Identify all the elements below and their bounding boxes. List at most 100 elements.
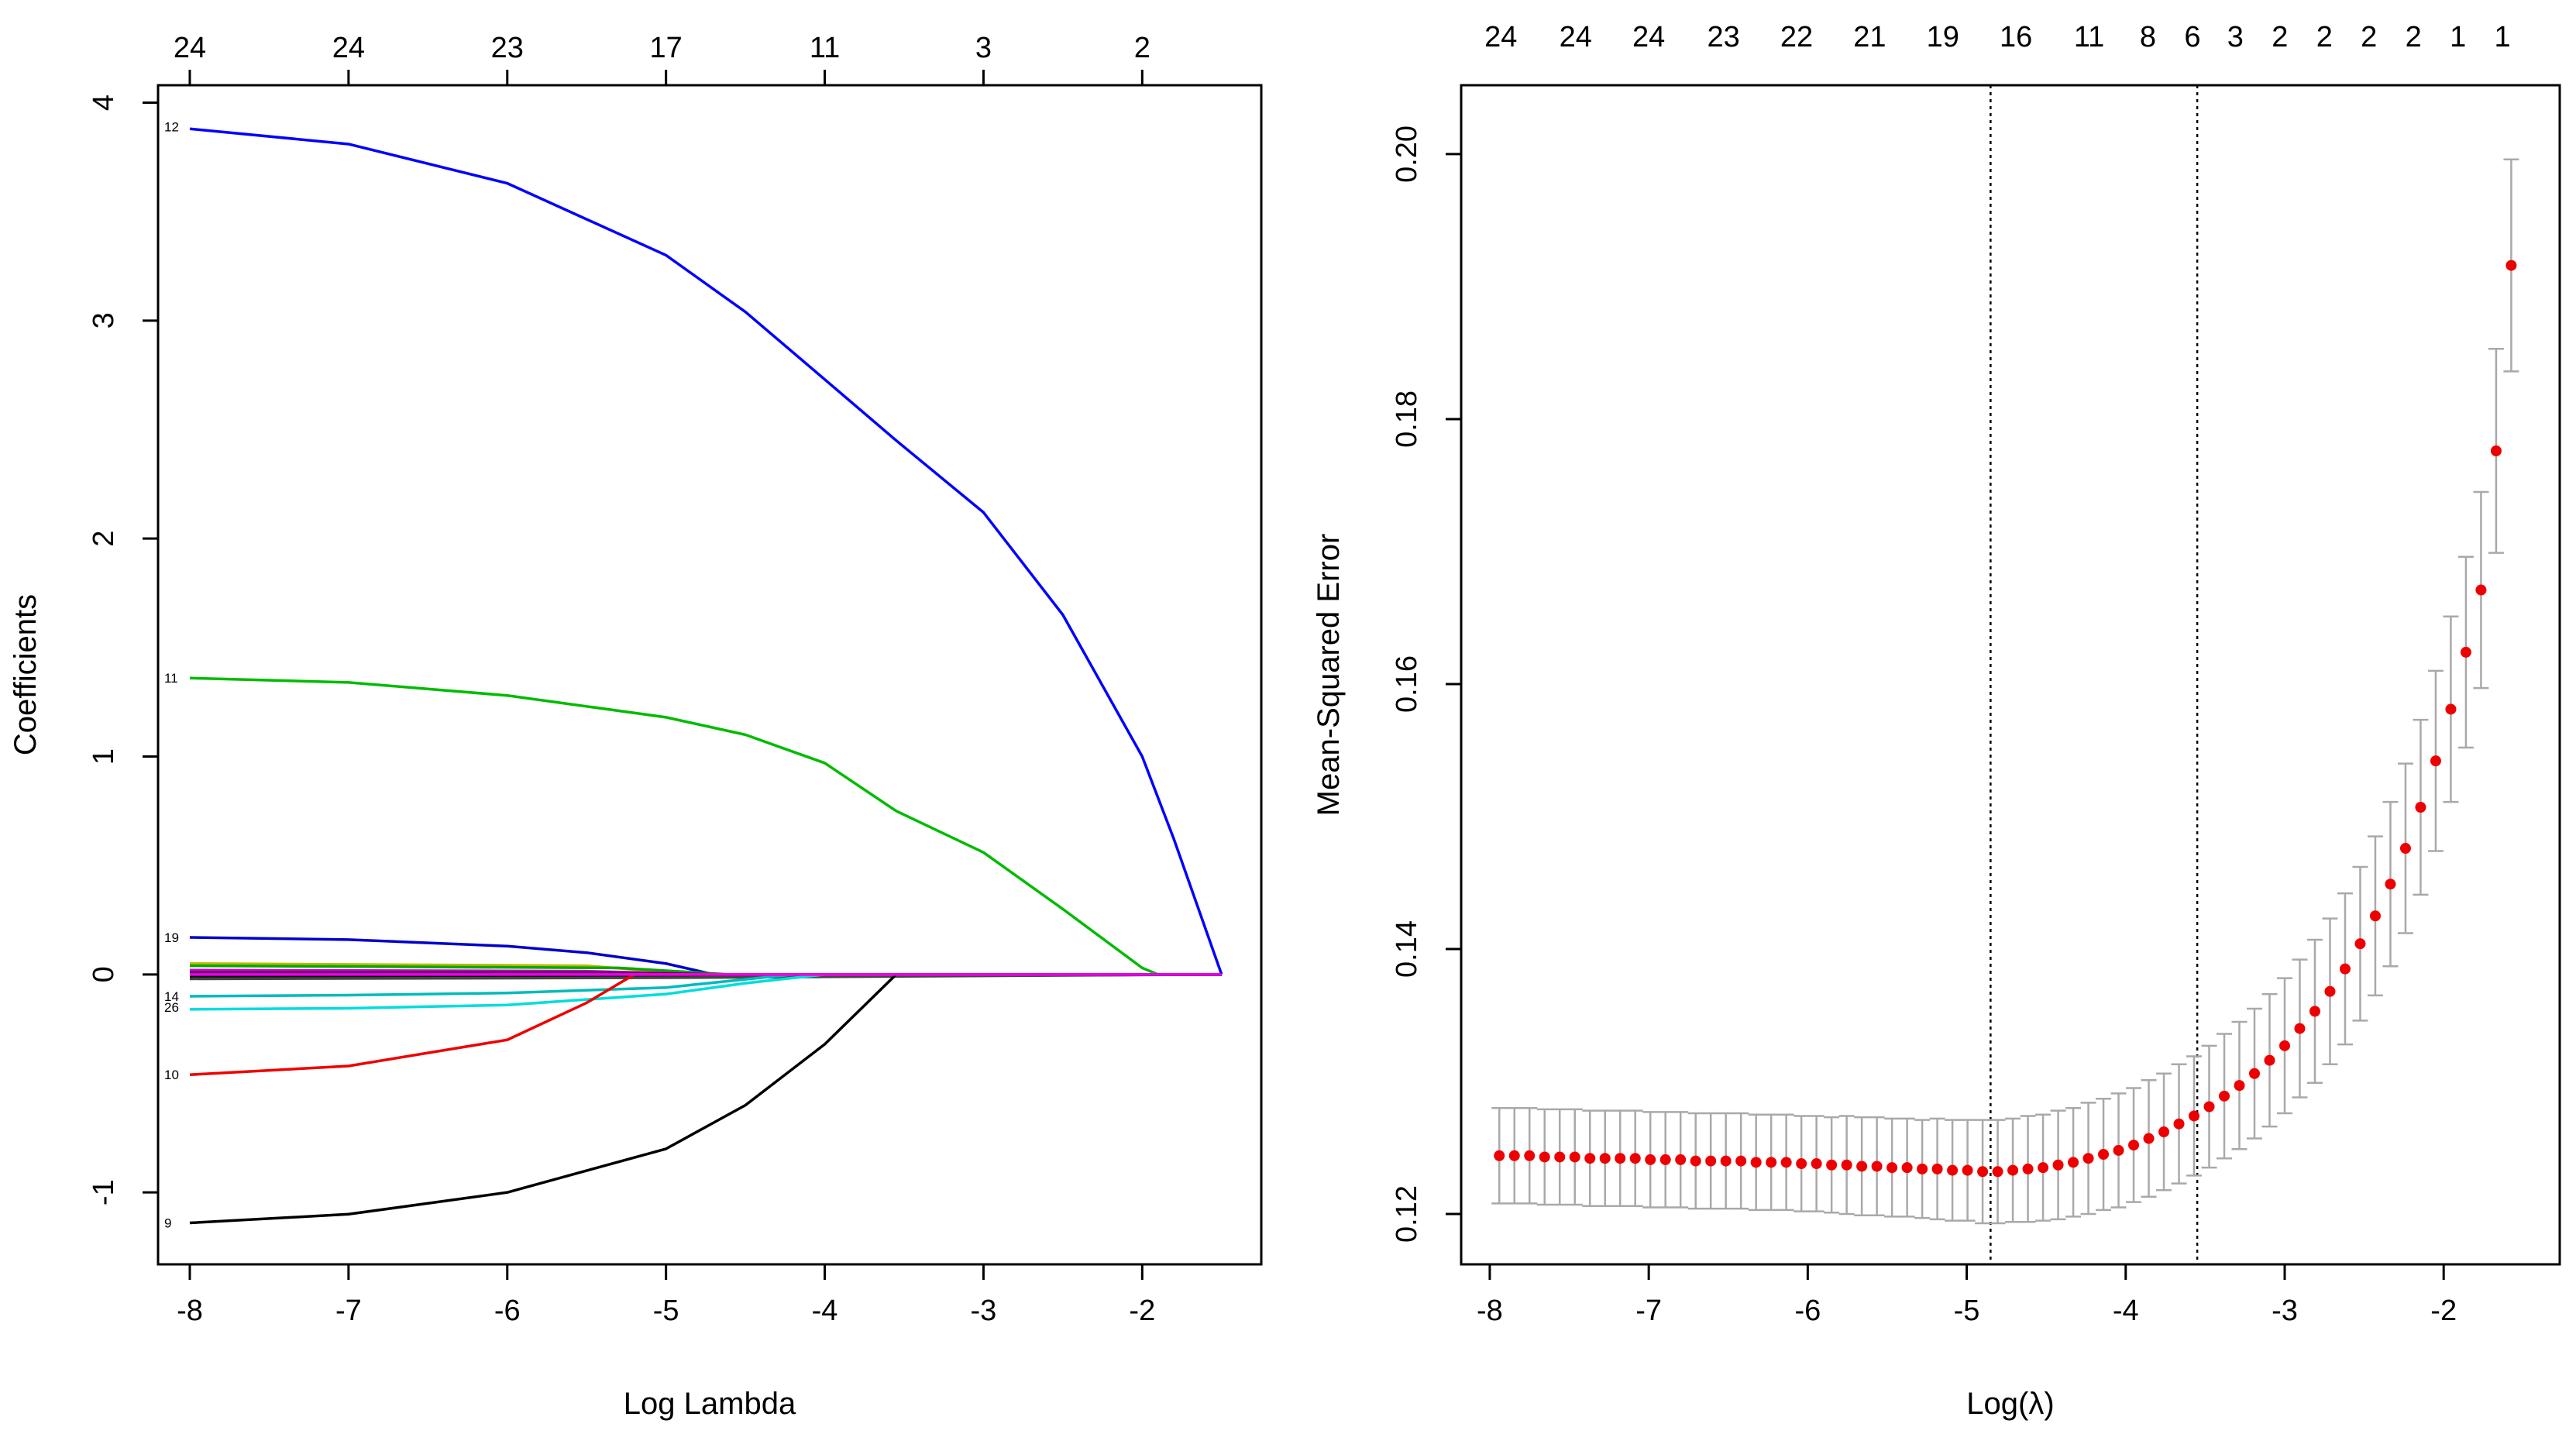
- cv-point-group: [2246, 1007, 2262, 1140]
- cv-point-group: [1778, 1113, 1794, 1212]
- cv-point-group: [2171, 1063, 2187, 1185]
- coef-path-label: 9: [164, 1216, 171, 1231]
- cv-point-group: [1869, 1116, 1885, 1216]
- cv-top-label: 8: [2140, 21, 2156, 53]
- cv-y-tick-label: 0.18: [1391, 390, 1423, 448]
- cv-x-tick-label: -2: [2430, 1295, 2457, 1327]
- cv-point-group: [1627, 1109, 1643, 1208]
- cv-mse-point: [2007, 1164, 2019, 1176]
- cv-mse-point: [1826, 1159, 1838, 1171]
- cv-mse-point: [2294, 1023, 2306, 1034]
- cv-mse-point: [2264, 1054, 2275, 1066]
- cv-point-group: [1491, 1106, 1508, 1205]
- cv-x-tick-label: -4: [2113, 1295, 2139, 1327]
- cv-mse-point: [1811, 1158, 1822, 1170]
- cv-mse-point: [1750, 1157, 1762, 1168]
- cv-mse-point: [2324, 985, 2336, 997]
- cv-point-group: [1990, 1119, 2006, 1225]
- cv-point-group: [1703, 1112, 1719, 1210]
- coefficient-x-axis-title: Log Lambda: [624, 1387, 796, 1421]
- cv-mse-point: [2505, 260, 2517, 271]
- coef-x-tick-label: -6: [494, 1295, 521, 1327]
- cv-top-label: 24: [1484, 21, 1517, 53]
- coef-top-label: 11: [810, 32, 840, 64]
- cv-point-group: [2126, 1087, 2142, 1203]
- cv-point-group: [1884, 1117, 1900, 1218]
- cv-point-group: [2337, 892, 2353, 1046]
- cv-mse-point: [2369, 910, 2381, 922]
- coef-y-tick-label: 4: [88, 95, 120, 111]
- cv-point-group: [1733, 1112, 1749, 1210]
- cv-mse-point: [2189, 1110, 2200, 1122]
- cv-point-group: [2473, 490, 2489, 689]
- cv-mse-point: [2113, 1144, 2124, 1156]
- cv-y-tick-label: 0.20: [1391, 126, 1423, 183]
- cv-mse-point: [2098, 1149, 2110, 1161]
- cv-mse-point: [1494, 1150, 1505, 1161]
- cv-top-label: 3: [2227, 21, 2244, 53]
- cv-top-label: 2: [2361, 21, 2377, 53]
- cv-mse-point: [1720, 1155, 1732, 1167]
- coef-top-label: 3: [975, 32, 992, 64]
- cv-mse-point: [1524, 1150, 1536, 1161]
- cv-point-group: [2306, 938, 2323, 1084]
- cv-mse-point: [2475, 584, 2487, 596]
- cv-point-group: [1824, 1116, 1840, 1214]
- coef-path-label: 19: [164, 930, 179, 945]
- cv-top-label: 11: [2074, 21, 2104, 53]
- cv-mse-point: [1615, 1153, 1626, 1164]
- cv-mse-point: [2248, 1068, 2260, 1079]
- cv-point-group: [2201, 1044, 2217, 1169]
- cv-mse-point: [2385, 879, 2396, 890]
- coef-path-label: 11: [164, 671, 178, 686]
- cv-top-label: 1: [2450, 21, 2466, 53]
- coef-x-tick-label: -4: [812, 1295, 838, 1327]
- cv-top-label: 1: [2495, 21, 2511, 53]
- cv-mse-point: [1856, 1161, 1868, 1172]
- cv-point-group: [1763, 1113, 1780, 1212]
- cv-mse-point: [1947, 1164, 1959, 1176]
- cv-point-group: [1536, 1108, 1553, 1206]
- cv-point-group: [2427, 669, 2444, 852]
- cv-mse-point: [1508, 1150, 1520, 1161]
- cv-mse-point: [1766, 1157, 1777, 1168]
- cv-y-tick-label: 0.14: [1391, 920, 1423, 978]
- cv-mse-point: [2173, 1118, 2185, 1130]
- cv-point-group: [2397, 762, 2413, 934]
- cv-mse-point: [2203, 1101, 2215, 1112]
- cv-point-group: [1582, 1109, 1598, 1208]
- cv-point-group: [2413, 718, 2429, 896]
- cv-mse-point: [1629, 1153, 1641, 1164]
- coef-x-tick-label: -2: [1129, 1295, 1155, 1327]
- cv-point-group: [2156, 1072, 2172, 1192]
- cv-mse-point: [1569, 1151, 1580, 1163]
- cv-top-label: 6: [2184, 21, 2200, 53]
- cv-point-group: [2322, 917, 2338, 1066]
- cv-mse-point: [2022, 1163, 2034, 1174]
- cv-point-group: [2110, 1092, 2127, 1209]
- coef-path-11: [189, 676, 1222, 976]
- cv-mse-point: [1841, 1159, 1852, 1171]
- cv-mse-point: [2339, 963, 2351, 975]
- coef-y-tick-label: -1: [88, 1179, 120, 1205]
- cv-x-tick-label: -7: [1635, 1295, 1662, 1327]
- cv-point-group: [1673, 1111, 1689, 1209]
- coef-path-label: 26: [164, 1000, 179, 1015]
- cv-top-label: 2: [2316, 21, 2333, 53]
- cv-mse-point: [2158, 1126, 2170, 1137]
- coef-y-tick-label: 2: [88, 531, 120, 547]
- coefficient-y-axis-title: Coefficients: [9, 594, 43, 755]
- coef-x-tick-label: -7: [335, 1295, 362, 1327]
- coef-x-tick-label: -8: [177, 1295, 203, 1327]
- cv-mse-point: [1917, 1163, 1928, 1174]
- cv-point-group: [2096, 1097, 2112, 1212]
- cv-mse-point: [1554, 1151, 1566, 1163]
- cv-mse-point: [1992, 1166, 2003, 1178]
- cv-point-group: [1808, 1115, 1825, 1212]
- cv-mse-point: [1931, 1163, 1943, 1174]
- coef-path-label: 14: [164, 989, 179, 1004]
- cv-plot-frame: [1460, 84, 2561, 1266]
- cv-mse-point: [2309, 1006, 2320, 1017]
- cv-axes-group: -8 -7 -6 -5 -4 -3 -2 0.12 0.14 0.16 0.18 0.20 24 24 24…: [1391, 21, 2511, 1327]
